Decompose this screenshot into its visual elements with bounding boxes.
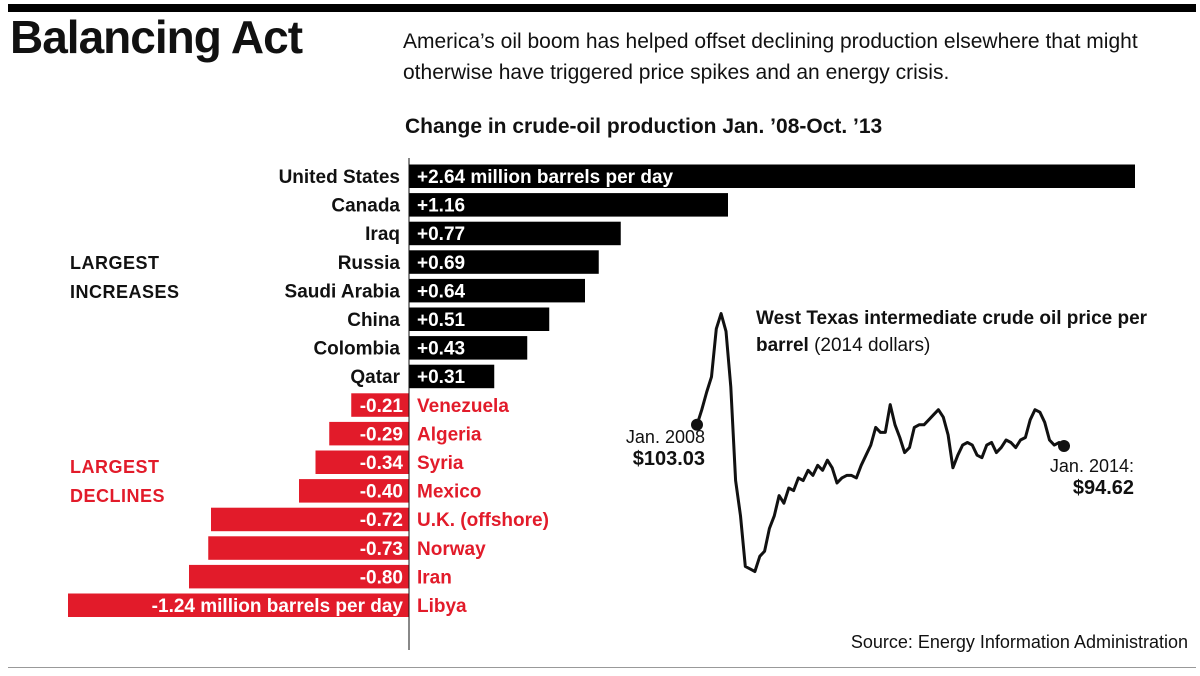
category-label: Venezuela <box>417 396 509 417</box>
price-line <box>695 312 1065 573</box>
bar <box>409 364 495 389</box>
category-label: United States <box>279 167 400 188</box>
data-label: +0.69 <box>417 253 465 274</box>
category-label: Mexico <box>417 482 481 503</box>
bar <box>299 479 409 503</box>
bar <box>409 193 728 217</box>
bar <box>208 536 409 560</box>
group-label-increases: LARGEST INCREASES <box>70 253 180 302</box>
bar <box>68 593 409 617</box>
end-point <box>1058 440 1070 453</box>
start-annotation: Jan. 2008 $103.03 <box>605 426 705 470</box>
bottom-rule <box>8 667 1196 668</box>
bar <box>351 393 409 417</box>
data-label: -0.21 <box>360 396 404 417</box>
data-label: -0.73 <box>360 539 403 560</box>
category-label: Iran <box>417 567 452 588</box>
category-label: Algeria <box>417 424 482 445</box>
data-label: +2.64 million barrels per day <box>417 167 674 188</box>
data-label: -0.80 <box>360 567 403 588</box>
group-label-declines: LARGEST DECLINES <box>70 457 166 506</box>
bar <box>409 250 599 274</box>
start-date-label: Jan. 2008 <box>625 427 705 447</box>
category-label: Iraq <box>365 224 400 245</box>
end-date-label: Jan. 2014: <box>1049 456 1134 476</box>
bar <box>409 164 1135 188</box>
category-label: Russia <box>338 253 401 274</box>
end-annotation: Jan. 2014: $94.62 <box>1010 455 1134 499</box>
bar <box>329 421 409 446</box>
page-title: Balancing Act <box>10 11 303 63</box>
end-value-label: $94.62 <box>1072 477 1134 499</box>
category-label: Syria <box>417 453 464 474</box>
data-label: -1.24 million barrels per day <box>152 596 404 617</box>
bar-chart-title: Change in crude-oil production Jan. ’08-… <box>405 115 883 138</box>
data-label: -0.34 <box>360 453 404 474</box>
category-label: U.K. (offshore) <box>417 510 549 531</box>
category-label: Qatar <box>350 367 400 388</box>
category-label: China <box>347 310 400 331</box>
bar <box>315 450 409 474</box>
bar <box>211 507 409 532</box>
data-label: +1.16 <box>417 196 465 217</box>
top-rule <box>8 4 1196 12</box>
data-label: +0.64 <box>417 281 466 302</box>
bar <box>409 221 621 246</box>
page-subtitle: America’s oil boom has helped offset dec… <box>403 30 1138 84</box>
line-chart-unit-note: (2014 dollars) <box>814 335 931 356</box>
data-label: -0.29 <box>360 424 403 445</box>
data-label: +0.77 <box>417 224 465 245</box>
bar <box>409 278 585 303</box>
start-value-label: $103.03 <box>632 448 705 470</box>
line-chart-title: West Texas intermediate crude oil price … <box>756 305 1176 359</box>
category-label: Libya <box>417 596 467 617</box>
category-label: Saudi Arabia <box>285 281 401 302</box>
bar <box>409 336 528 360</box>
source-note: Source: Energy Information Administratio… <box>850 632 1188 652</box>
category-label: Norway <box>417 539 486 560</box>
line-chart-title-text: West Texas intermediate crude oil price … <box>756 308 1148 356</box>
data-label: +0.51 <box>417 310 466 331</box>
start-point <box>691 418 703 431</box>
data-label: -0.72 <box>360 510 403 531</box>
category-label: Canada <box>331 196 400 217</box>
bar <box>409 307 550 331</box>
data-label: +0.43 <box>417 339 465 360</box>
bar <box>189 564 409 589</box>
data-label: -0.40 <box>360 482 403 503</box>
data-label: +0.31 <box>417 367 466 388</box>
category-label: Colombia <box>313 339 400 360</box>
